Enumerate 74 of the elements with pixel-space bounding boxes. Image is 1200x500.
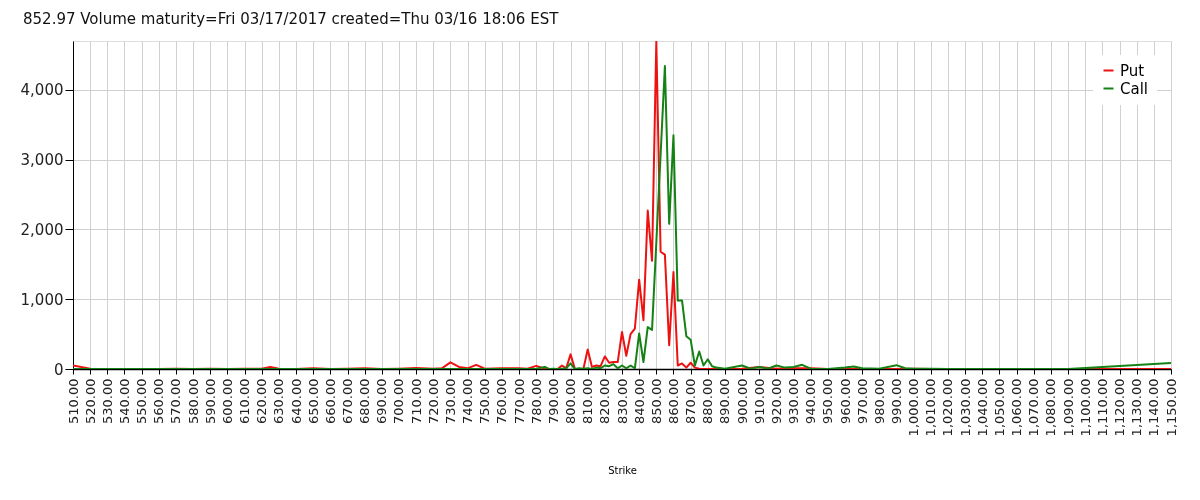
x-tick-label: 770.00 bbox=[511, 378, 527, 424]
y-tick-label: 3,000 bbox=[20, 151, 64, 170]
x-tick-label: 1,140.00 bbox=[1146, 378, 1162, 437]
x-tick-label: 1,010.00 bbox=[923, 378, 939, 437]
x-tick-label: 690.00 bbox=[374, 378, 390, 424]
x-tick-label: 840.00 bbox=[631, 378, 647, 424]
x-tick-label: 960.00 bbox=[837, 378, 853, 424]
chart-title: 852.97 Volume maturity=Fri 03/17/2017 created=Thu 03/16 18:06 EST bbox=[23, 10, 560, 28]
x-tick-label: 610.00 bbox=[237, 378, 253, 424]
x-tick-label: 740.00 bbox=[460, 378, 476, 424]
x-tick-label: 790.00 bbox=[545, 378, 561, 424]
x-tick-label: 1,080.00 bbox=[1043, 378, 1059, 437]
x-tick-label: 990.00 bbox=[889, 378, 904, 424]
x-tick-label: 1,070.00 bbox=[1026, 378, 1042, 437]
x-tick-label: 760.00 bbox=[494, 378, 510, 424]
x-tick-label: 520.00 bbox=[82, 378, 98, 424]
x-tick-label: 1,000.00 bbox=[906, 378, 922, 437]
x-tick-label: 640.00 bbox=[288, 378, 304, 424]
x-tick-label: 900.00 bbox=[734, 378, 750, 424]
x-tick-label: 570.00 bbox=[168, 378, 184, 424]
x-tick-label: 510.00 bbox=[65, 378, 81, 424]
x-tick-label: 810.00 bbox=[580, 378, 596, 424]
x-tick-label: 820.00 bbox=[597, 378, 613, 424]
x-tick-label: 580.00 bbox=[185, 378, 201, 424]
x-tick-label: 530.00 bbox=[99, 378, 115, 424]
x-tick-label: 1,130.00 bbox=[1129, 378, 1145, 437]
x-tick-label: 880.00 bbox=[700, 378, 716, 424]
x-tick-label: 1,150.00 bbox=[1163, 378, 1179, 437]
x-tick-label: 1,030.00 bbox=[957, 378, 973, 437]
x-tick-label: 1,120.00 bbox=[1112, 378, 1128, 437]
x-tick-label: 870.00 bbox=[683, 378, 699, 424]
x-tick-label: 890.00 bbox=[717, 378, 733, 424]
x-tick-label: 940.00 bbox=[803, 378, 819, 424]
x-tick-label: 620.00 bbox=[254, 378, 270, 424]
x-tick-label: 750.00 bbox=[477, 378, 493, 424]
x-axis-title: Strike bbox=[608, 465, 637, 477]
x-tick-label: 1,090.00 bbox=[1060, 378, 1076, 437]
x-tick-label: 930.00 bbox=[786, 378, 802, 424]
x-tick-label: 600.00 bbox=[219, 378, 235, 424]
y-tick-label: 1,000 bbox=[20, 290, 64, 309]
x-tick-label: 660.00 bbox=[322, 378, 338, 424]
x-tick-label: 670.00 bbox=[340, 378, 355, 424]
x-tick-label: 1,060.00 bbox=[1009, 378, 1025, 437]
x-tick-label: 1,040.00 bbox=[974, 378, 990, 437]
x-tick-label: 910.00 bbox=[751, 378, 767, 424]
x-tick-label: 560.00 bbox=[151, 378, 167, 424]
x-tick-label: 680.00 bbox=[357, 378, 373, 424]
x-tick-label: 1,050.00 bbox=[991, 378, 1007, 437]
x-tick-label: 950.00 bbox=[820, 378, 836, 424]
x-tick-label: 710.00 bbox=[408, 378, 424, 424]
y-tick-label: 0 bbox=[53, 360, 64, 379]
x-tick-label: 970.00 bbox=[854, 378, 870, 424]
x-tick-label: 860.00 bbox=[665, 378, 681, 424]
x-tick-label: 780.00 bbox=[528, 378, 544, 424]
x-tick-label: 850.00 bbox=[648, 378, 664, 424]
x-tick-label: 540.00 bbox=[116, 378, 132, 424]
y-tick-label: 4,000 bbox=[20, 81, 64, 100]
x-tick-label: 830.00 bbox=[614, 378, 630, 424]
x-tick-label: 920.00 bbox=[768, 378, 784, 424]
legend-label: Put bbox=[1120, 61, 1145, 80]
x-tick-label: 550.00 bbox=[134, 378, 150, 424]
x-tick-label: 730.00 bbox=[442, 378, 458, 424]
x-tick-label: 720.00 bbox=[425, 378, 441, 424]
x-tick-label: 800.00 bbox=[563, 378, 579, 424]
legend-label: Call bbox=[1120, 79, 1149, 98]
x-tick-label: 1,110.00 bbox=[1094, 378, 1110, 437]
x-tick-label: 1,100.00 bbox=[1077, 378, 1093, 437]
y-tick-label: 2,000 bbox=[20, 220, 64, 239]
x-tick-label: 650.00 bbox=[305, 378, 321, 424]
x-tick-label: 1,020.00 bbox=[940, 378, 956, 437]
x-tick-label: 590.00 bbox=[202, 378, 218, 424]
x-tick-label: 980.00 bbox=[871, 378, 887, 424]
x-tick-label: 700.00 bbox=[391, 378, 407, 424]
x-tick-label: 630.00 bbox=[271, 378, 287, 424]
